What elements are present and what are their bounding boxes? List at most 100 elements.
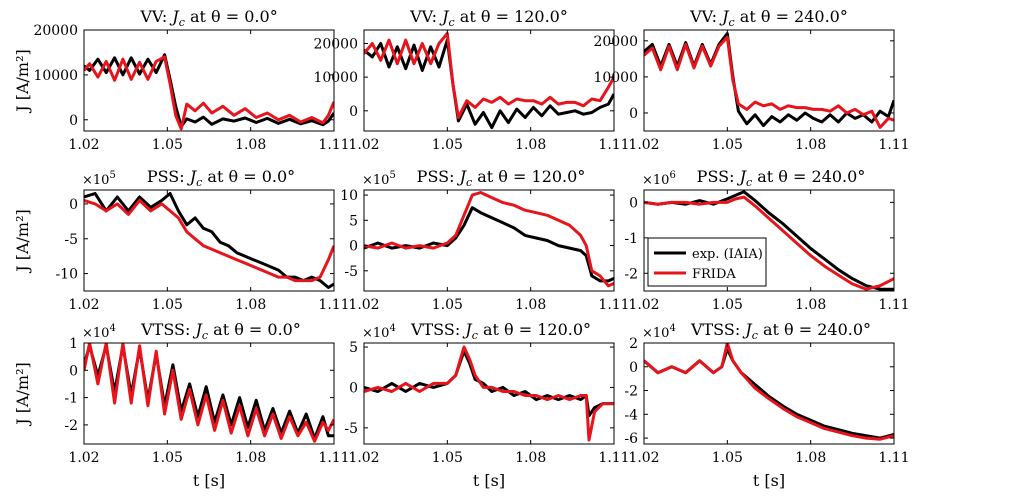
y-exponent: ×106: [642, 170, 676, 188]
y-exponent: ×105: [82, 170, 116, 188]
y-tick-label: -2: [624, 384, 638, 400]
x-tick-label: 1.11: [318, 297, 349, 313]
legend-label: exp. (IAIA): [692, 247, 763, 262]
series-line-frida: [644, 195, 894, 291]
y-tick-label: 0: [629, 106, 638, 122]
axes-box: [83, 189, 335, 292]
x-tick-label: 1.05: [152, 450, 183, 466]
y-tick-label: -2: [624, 266, 638, 282]
panel-title: VTSS: Jc at θ = 120.0°: [410, 320, 591, 342]
legend-box: [647, 237, 767, 287]
series-line-exp: [364, 206, 614, 283]
axes-box: [643, 342, 895, 445]
y-tick-label: 5: [349, 213, 358, 229]
y-tick-label: -1: [64, 391, 78, 407]
y-tick-label: 5: [349, 340, 358, 356]
series-line-frida: [644, 343, 894, 441]
x-tick-label: 1.11: [598, 297, 629, 313]
y-tick-label: 0: [349, 380, 358, 396]
y-tick-label: 20000: [593, 34, 638, 50]
panel-7: 1.02 1.05 1.08 1.11 -2 -1 0 1×104 VTSS: Jc at θ …: [13, 320, 350, 490]
series-line-exp: [84, 192, 334, 289]
y-exponent: ×104: [642, 323, 676, 341]
x-tick-label: 1.08: [515, 450, 546, 466]
x-tick-label: 1.05: [152, 137, 183, 153]
x-tick-label: 1.08: [795, 137, 826, 153]
x-tick-label: 1.02: [348, 137, 379, 153]
panel-title: VTSS: Jc at θ = 0.0°: [140, 320, 301, 342]
y-axis-label: J [A/m²]: [13, 49, 32, 114]
x-tick-label: 1.05: [152, 297, 183, 313]
y-tick-label: 0: [349, 104, 358, 120]
x-axis-label: t [s]: [193, 471, 225, 490]
series-line-frida: [364, 191, 614, 288]
series-line-exp: [84, 53, 334, 128]
x-tick-label: 1.02: [628, 137, 659, 153]
x-tick-label: 1.02: [348, 297, 379, 313]
x-tick-label: 1.11: [878, 297, 909, 313]
x-tick-label: 1.05: [712, 297, 743, 313]
x-tick-label: 1.02: [68, 297, 99, 313]
series-line-frida: [644, 35, 894, 129]
series-line-exp: [644, 347, 894, 440]
y-tick-label: -6: [624, 431, 638, 447]
series-line-exp: [364, 38, 614, 130]
legend: exp. (IAIA) FRIDA: [647, 237, 767, 287]
y-tick-label: -5: [64, 232, 78, 248]
x-tick-label: 1.02: [68, 137, 99, 153]
y-tick-label: 0: [69, 197, 78, 213]
y-tick-label: -1: [624, 231, 638, 247]
axes-box: [643, 189, 895, 292]
y-tick-label: 20000: [33, 23, 78, 39]
panel-title: VTSS: Jc at θ = 240.0°: [690, 320, 871, 342]
x-tick-label: 1.11: [598, 137, 629, 153]
axes-box: [643, 29, 895, 132]
x-tick-label: 1.11: [318, 137, 349, 153]
panel-title: VV: Jc at θ = 240.0°: [689, 7, 848, 29]
x-tick-label: 1.05: [712, 137, 743, 153]
x-tick-label: 1.08: [515, 297, 546, 313]
y-tick-label: 0: [629, 195, 638, 211]
series-line-frida: [364, 31, 614, 119]
x-tick-label: 1.02: [628, 450, 659, 466]
y-tick-label: 20000: [313, 36, 358, 52]
axes-box: [83, 342, 335, 445]
y-tick-label: 0: [629, 360, 638, 376]
x-tick-label: 1.08: [795, 297, 826, 313]
panel-5: 1.02 1.05 1.08 1.11 -5 0 5 10×105 PSS: Jc at θ =…: [340, 167, 629, 313]
panel-title: PSS: Jc at θ = 240.0°: [697, 167, 866, 189]
y-axis-label: J [A/m²]: [13, 362, 32, 427]
x-tick-label: 1.08: [235, 137, 266, 153]
x-tick-label: 1.05: [432, 297, 463, 313]
y-tick-label: -10: [55, 267, 78, 283]
x-tick-label: 1.11: [878, 450, 909, 466]
y-exponent: ×104: [362, 323, 396, 341]
x-tick-label: 1.05: [712, 450, 743, 466]
panel-2: 1.02 1.05 1.08 1.11 0 10000 20000 VV: Jc at θ =…: [313, 7, 629, 153]
panel-9: 1.02 1.05 1.08 1.11 -6 -4 -2 0 2×104 VTSS: Jc at …: [624, 320, 909, 490]
series-line-frida: [84, 55, 334, 131]
series-line-exp: [364, 349, 614, 418]
y-tick-label: 10: [340, 188, 358, 204]
x-axis-label: t [s]: [473, 471, 505, 490]
axes-box: [363, 29, 615, 132]
x-tick-label: 1.11: [598, 450, 629, 466]
panel-4: 1.02 1.05 1.08 1.11 -10 -5 0×105 PSS: Jc at θ =…: [13, 167, 350, 313]
axes-box: [83, 29, 335, 132]
y-exponent: ×104: [82, 323, 116, 341]
y-tick-label: -2: [64, 418, 78, 434]
series-line-frida: [84, 343, 334, 443]
y-tick-label: 10000: [33, 68, 78, 84]
y-tick-label: 1: [69, 336, 78, 352]
x-tick-label: 1.02: [628, 297, 659, 313]
series-line-frida: [84, 198, 334, 283]
y-tick-label: 2: [629, 336, 638, 352]
y-tick-label: 0: [349, 239, 358, 255]
panel-6: 1.02 1.05 1.08 1.11 -2 -1 0×106 PSS: Jc at θ = …: [624, 167, 909, 313]
y-tick-label: 10000: [313, 70, 358, 86]
x-tick-label: 1.02: [68, 450, 99, 466]
panel-1: 1.02 1.05 1.08 1.11 0 10000 20000 VV: Jc at θ =…: [13, 7, 350, 153]
series-line-frida: [364, 345, 614, 442]
